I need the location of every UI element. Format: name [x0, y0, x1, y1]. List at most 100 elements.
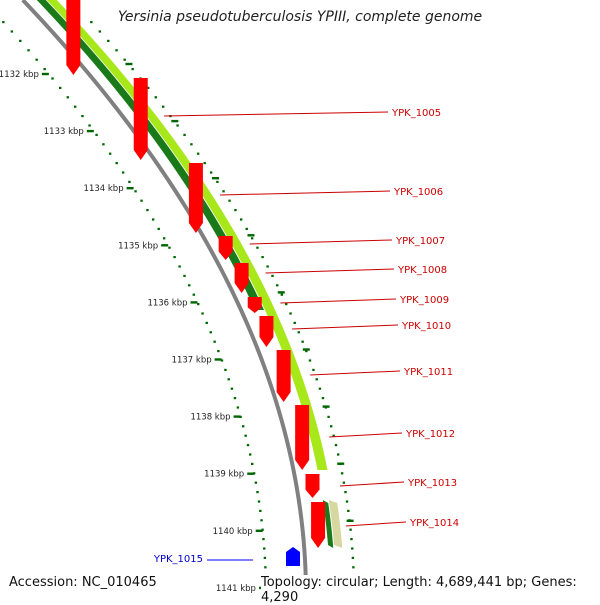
leader-line — [249, 239, 393, 245]
forward-gene-arrow — [276, 350, 291, 402]
track-dot — [349, 528, 352, 531]
scale-dot — [217, 350, 220, 353]
forward-genes — [66, 0, 345, 600]
track-dot — [308, 359, 312, 362]
scale-dot — [19, 39, 22, 42]
scale-dot — [236, 406, 240, 409]
scale-dot — [244, 434, 247, 437]
track-dot — [239, 218, 243, 221]
track-tick — [346, 519, 354, 522]
track-dot — [315, 378, 318, 381]
track-dot — [271, 274, 274, 277]
scale-dot — [201, 312, 204, 315]
leader-line — [220, 190, 391, 196]
track-dot — [256, 246, 259, 249]
gene-label-ypk_1009: YPK_1009 — [399, 295, 449, 306]
scale-dot — [197, 303, 200, 306]
scale-dot — [88, 124, 91, 127]
forward-gene-arrow — [259, 316, 274, 347]
scale-dot — [121, 171, 125, 174]
scale-dot — [227, 378, 230, 381]
track-dot — [347, 509, 350, 512]
track-dot — [285, 303, 288, 306]
gene-label-ypk_1010: YPK_1010 — [401, 321, 451, 332]
gene-label-ypk_1013: YPK_1013 — [407, 478, 457, 489]
dotted-scale-track — [2, 21, 356, 597]
leader-line — [292, 324, 399, 330]
track-dot — [146, 86, 150, 89]
track-dot — [115, 49, 118, 52]
track-dot — [123, 58, 126, 61]
tick-mark — [86, 129, 94, 133]
track-dot — [183, 133, 186, 136]
track-dot — [107, 39, 110, 42]
track-dot — [98, 30, 102, 33]
scale-dot — [224, 368, 227, 371]
tick-mark — [126, 187, 134, 190]
track-dot — [280, 293, 284, 296]
tick-label: 1139 kbp — [204, 470, 244, 480]
leader-line — [265, 268, 395, 274]
track-dot — [261, 256, 264, 259]
scale-dot — [188, 284, 191, 287]
tick-label: 1133 kbp — [44, 127, 84, 137]
track-dot — [222, 190, 225, 193]
tick-mark — [190, 301, 198, 304]
tick-mark — [255, 529, 263, 532]
scale-dot — [178, 265, 181, 268]
leader-line — [345, 521, 407, 527]
tick-mark — [214, 358, 222, 361]
scale-dot — [58, 86, 62, 89]
gene-labels: YPK_1005 YPK_1006 YPK_1007 YPK_1008 YPK_1009… — [153, 108, 459, 565]
forward-gene-arrow — [133, 78, 148, 160]
track-dot — [276, 284, 279, 287]
scale-ticks: 1132 kbp 1133 kbp 1134 kbp 1135 kbp 1136 kbp… — [0, 62, 358, 594]
track-dot — [266, 265, 269, 268]
scale-dot — [263, 547, 266, 550]
scale-dot — [43, 68, 46, 71]
tick-mark — [247, 472, 255, 475]
track-tick — [302, 348, 310, 351]
track-dot — [161, 105, 165, 108]
gene-label-ypk_1011: YPK_1011 — [403, 367, 453, 378]
scale-dot — [102, 143, 105, 146]
track-dot — [330, 425, 333, 428]
genome-summary-text: Topology: circular; Length: 4,689,441 bp… — [261, 575, 600, 605]
scale-dot — [205, 321, 208, 324]
forward-gene-arrow — [218, 236, 233, 260]
scale-dot — [157, 227, 160, 230]
tick-label: 1136 kbp — [147, 298, 187, 308]
scale-dot — [151, 218, 155, 221]
track-dot — [305, 350, 308, 353]
scale-dot — [183, 274, 186, 277]
scale-dot — [230, 387, 234, 390]
scale-dot — [251, 462, 254, 465]
scale-dot — [81, 115, 84, 118]
gene-label-ypk_1006: YPK_1006 — [393, 187, 443, 198]
track-dot — [293, 321, 296, 324]
forward-gene-arrow — [247, 297, 262, 313]
scale-dot — [73, 105, 77, 108]
forward-gene-arrow — [66, 0, 81, 75]
tick-label: 1140 kbp — [213, 527, 253, 537]
track-tick — [322, 405, 330, 408]
leader-line — [339, 481, 405, 487]
scale-dot — [146, 209, 149, 212]
scale-dot — [66, 96, 69, 99]
reverse-gene-arrow — [286, 547, 300, 566]
track-dot — [342, 481, 346, 484]
track-band — [46, 0, 328, 470]
track-dot — [203, 162, 206, 165]
track-dot — [209, 171, 213, 174]
track-dot — [131, 68, 134, 71]
reverse-genes — [286, 547, 300, 566]
track-dot — [190, 143, 193, 146]
tick-label: 1132 kbp — [0, 70, 39, 80]
forward-gene-arrow — [234, 263, 249, 293]
scale-dot — [134, 190, 137, 193]
backbone — [21, 0, 308, 600]
track-dot — [340, 472, 344, 475]
track-dot — [350, 538, 353, 541]
track-tick — [337, 462, 345, 465]
forward-gene-arrow — [311, 502, 326, 548]
